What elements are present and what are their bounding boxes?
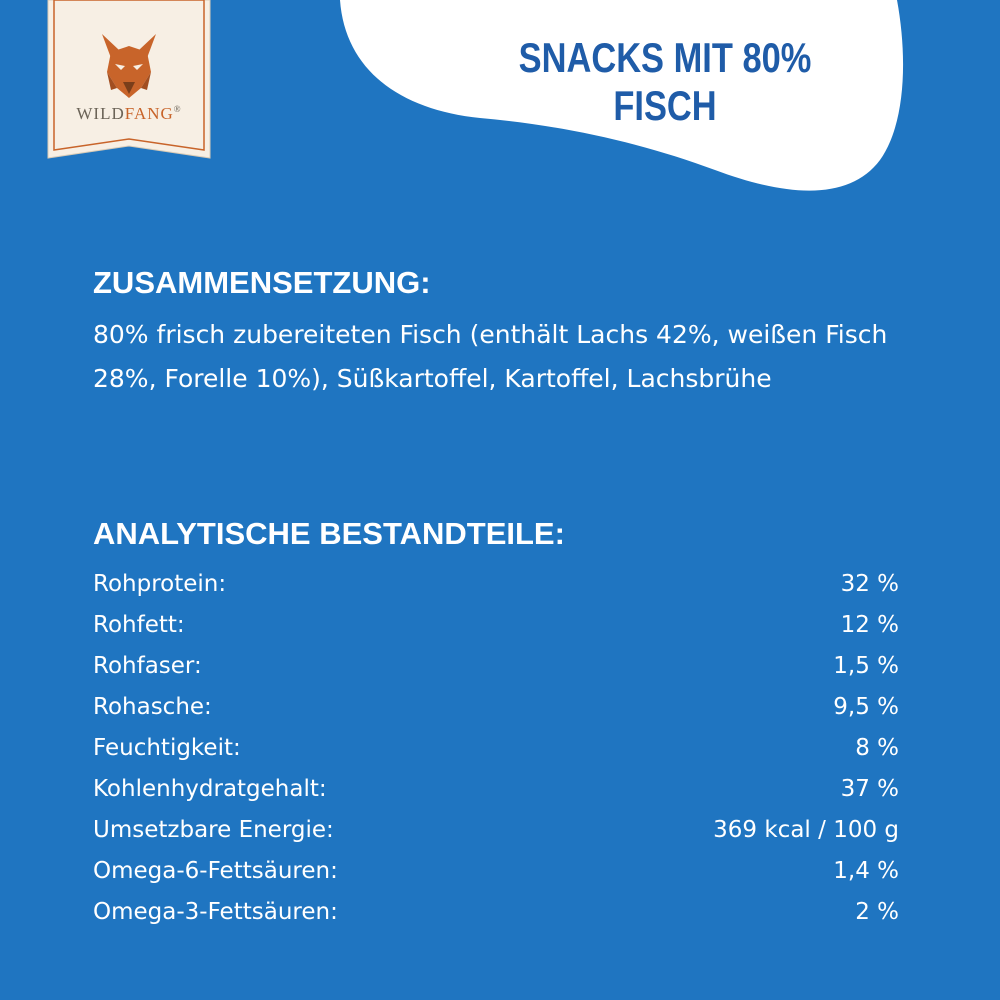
table-row: Rohprotein: 32 % [93, 564, 899, 605]
row-label: Omega-6-Fettsäuren: [93, 858, 338, 884]
analysis-title: ANALYTISCHE BESTANDTEILE: [93, 516, 565, 551]
analysis-table: Rohprotein: 32 % Rohfett: 12 % Rohfaser:… [93, 564, 899, 933]
row-label: Kohlenhydratgehalt: [93, 776, 327, 802]
brand-name: WILDFANG® [48, 104, 210, 124]
row-value: 1,4 % [833, 858, 899, 884]
row-label: Rohasche: [93, 694, 212, 720]
trademark-symbol: ® [173, 104, 182, 114]
brand-badge [45, 0, 213, 170]
brand-name-part1: WILD [76, 104, 125, 123]
table-row: Feuchtigkeit: 8 % [93, 728, 899, 769]
row-label: Omega-3-Fettsäuren: [93, 899, 338, 925]
table-row: Kohlenhydratgehalt: 37 % [93, 769, 899, 810]
row-label: Rohprotein: [93, 571, 227, 597]
table-row: Rohfaser: 1,5 % [93, 646, 899, 687]
brand-name-part2: FANG [124, 104, 174, 123]
row-value: 2 % [855, 899, 899, 925]
composition-title: ZUSAMMENSETZUNG: [93, 265, 431, 300]
row-label: Umsetzbare Energie: [93, 817, 334, 843]
row-value: 12 % [840, 612, 899, 638]
table-row: Omega-3-Fettsäuren: 2 % [93, 892, 899, 933]
row-value: 369 kcal / 100 g [713, 817, 899, 843]
headline: SNACKS MIT 80% FISCH [518, 34, 812, 129]
row-value: 8 % [855, 735, 899, 761]
row-label: Rohfett: [93, 612, 185, 638]
row-value: 1,5 % [833, 653, 899, 679]
table-row: Rohasche: 9,5 % [93, 687, 899, 728]
row-value: 32 % [840, 571, 899, 597]
table-row: Omega-6-Fettsäuren: 1,4 % [93, 851, 899, 892]
table-row: Rohfett: 12 % [93, 605, 899, 646]
row-value: 9,5 % [833, 694, 899, 720]
row-label: Rohfaser: [93, 653, 202, 679]
row-label: Feuchtigkeit: [93, 735, 241, 761]
row-value: 37 % [840, 776, 899, 802]
table-row: Umsetzbare Energie: 369 kcal / 100 g [93, 810, 899, 851]
composition-text: 80% frisch zubereiteten Fisch (enthält L… [93, 320, 888, 393]
wolf-head-icon [102, 34, 156, 98]
